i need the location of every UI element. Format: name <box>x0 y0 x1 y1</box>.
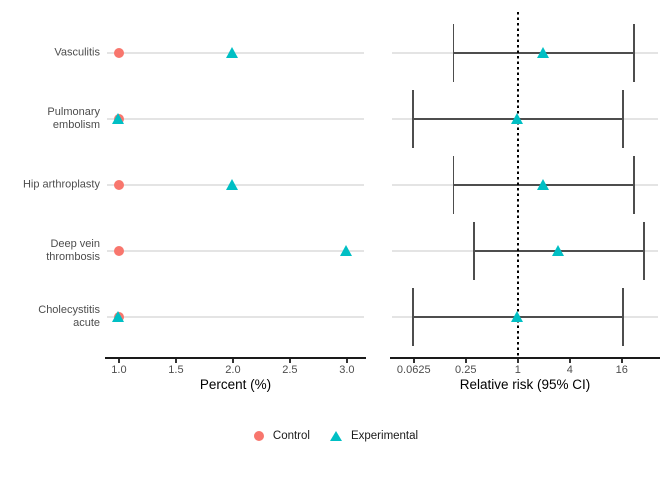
experimental-triangle-icon <box>329 431 342 441</box>
x-axis-tick-label: 4 <box>566 364 573 376</box>
ci-cap-lower <box>473 222 475 280</box>
x-axis-line <box>105 357 366 359</box>
ci-cap-lower <box>412 288 414 346</box>
gridline <box>107 118 364 120</box>
category-label: Pulmonary embolism <box>47 106 100 131</box>
ci-cap-lower <box>452 156 455 214</box>
ci-cap-upper <box>643 222 645 280</box>
gridline <box>107 316 364 318</box>
ci-cap-upper <box>622 288 624 346</box>
ci-cap-lower <box>452 24 455 82</box>
ci-cap-lower <box>412 90 414 148</box>
control-point <box>113 180 124 190</box>
gridline <box>107 250 364 252</box>
x-axis-tick <box>175 359 177 363</box>
x-axis-line <box>390 357 660 359</box>
x-axis-tick-label: 16 <box>615 364 628 376</box>
x-axis-tick-label: 1.5 <box>168 364 184 376</box>
x-axis-tick <box>464 359 467 363</box>
relative-risk-point <box>552 245 565 256</box>
x-axis-tick-label: 2.5 <box>282 364 298 376</box>
x-axis-tick-label: 0.0625 <box>396 364 431 376</box>
experimental-point <box>340 245 353 256</box>
x-axis-tick <box>568 359 571 363</box>
category-label: Cholecystitis acute <box>38 304 100 329</box>
x-axis-tick <box>232 359 234 363</box>
x-axis-tick <box>346 359 348 363</box>
legend-item-experimental: Experimental <box>329 430 419 442</box>
legend-label-experimental: Experimental <box>350 430 419 442</box>
x-axis-tick <box>412 359 415 363</box>
x-axis-tick <box>620 359 623 363</box>
experimental-point <box>226 47 239 58</box>
relative-risk-point <box>537 47 550 58</box>
ci-cap-upper <box>632 156 635 214</box>
experimental-point <box>112 311 125 322</box>
control-point <box>113 246 124 256</box>
ci-cap-upper <box>622 90 624 148</box>
control-point <box>113 48 124 58</box>
legend: Control Experimental <box>0 424 672 448</box>
legend-label-control: Control <box>272 430 310 442</box>
x-axis-tick <box>289 359 291 363</box>
ci-cap-upper <box>632 24 635 82</box>
relative-risk-axis-title: Relative risk (95% CI) <box>459 377 591 392</box>
category-label: Vasculitis <box>54 46 100 59</box>
percent-axis-title: Percent (%) <box>199 377 272 392</box>
x-axis-tick-label: 1.0 <box>111 364 127 376</box>
category-label: Deep vein thrombosis <box>46 238 100 263</box>
relative-risk-point <box>511 311 524 322</box>
category-label: Hip arthroplasty <box>22 178 100 191</box>
legend-item-control: Control <box>253 430 310 442</box>
x-axis-tick-label: 3.0 <box>339 364 355 376</box>
x-axis-tick <box>516 359 519 363</box>
reference-line-rr1 <box>516 12 519 357</box>
relative-risk-point <box>511 113 524 124</box>
control-circle-icon <box>253 431 264 441</box>
relative-risk-point <box>537 179 550 190</box>
experimental-point <box>112 113 125 124</box>
x-axis-tick-label: 0.25 <box>455 364 477 376</box>
experimental-point <box>226 179 239 190</box>
x-axis-tick <box>118 359 120 363</box>
x-axis-tick-label: 2.0 <box>225 364 241 376</box>
x-axis-tick-label: 1 <box>514 364 521 376</box>
